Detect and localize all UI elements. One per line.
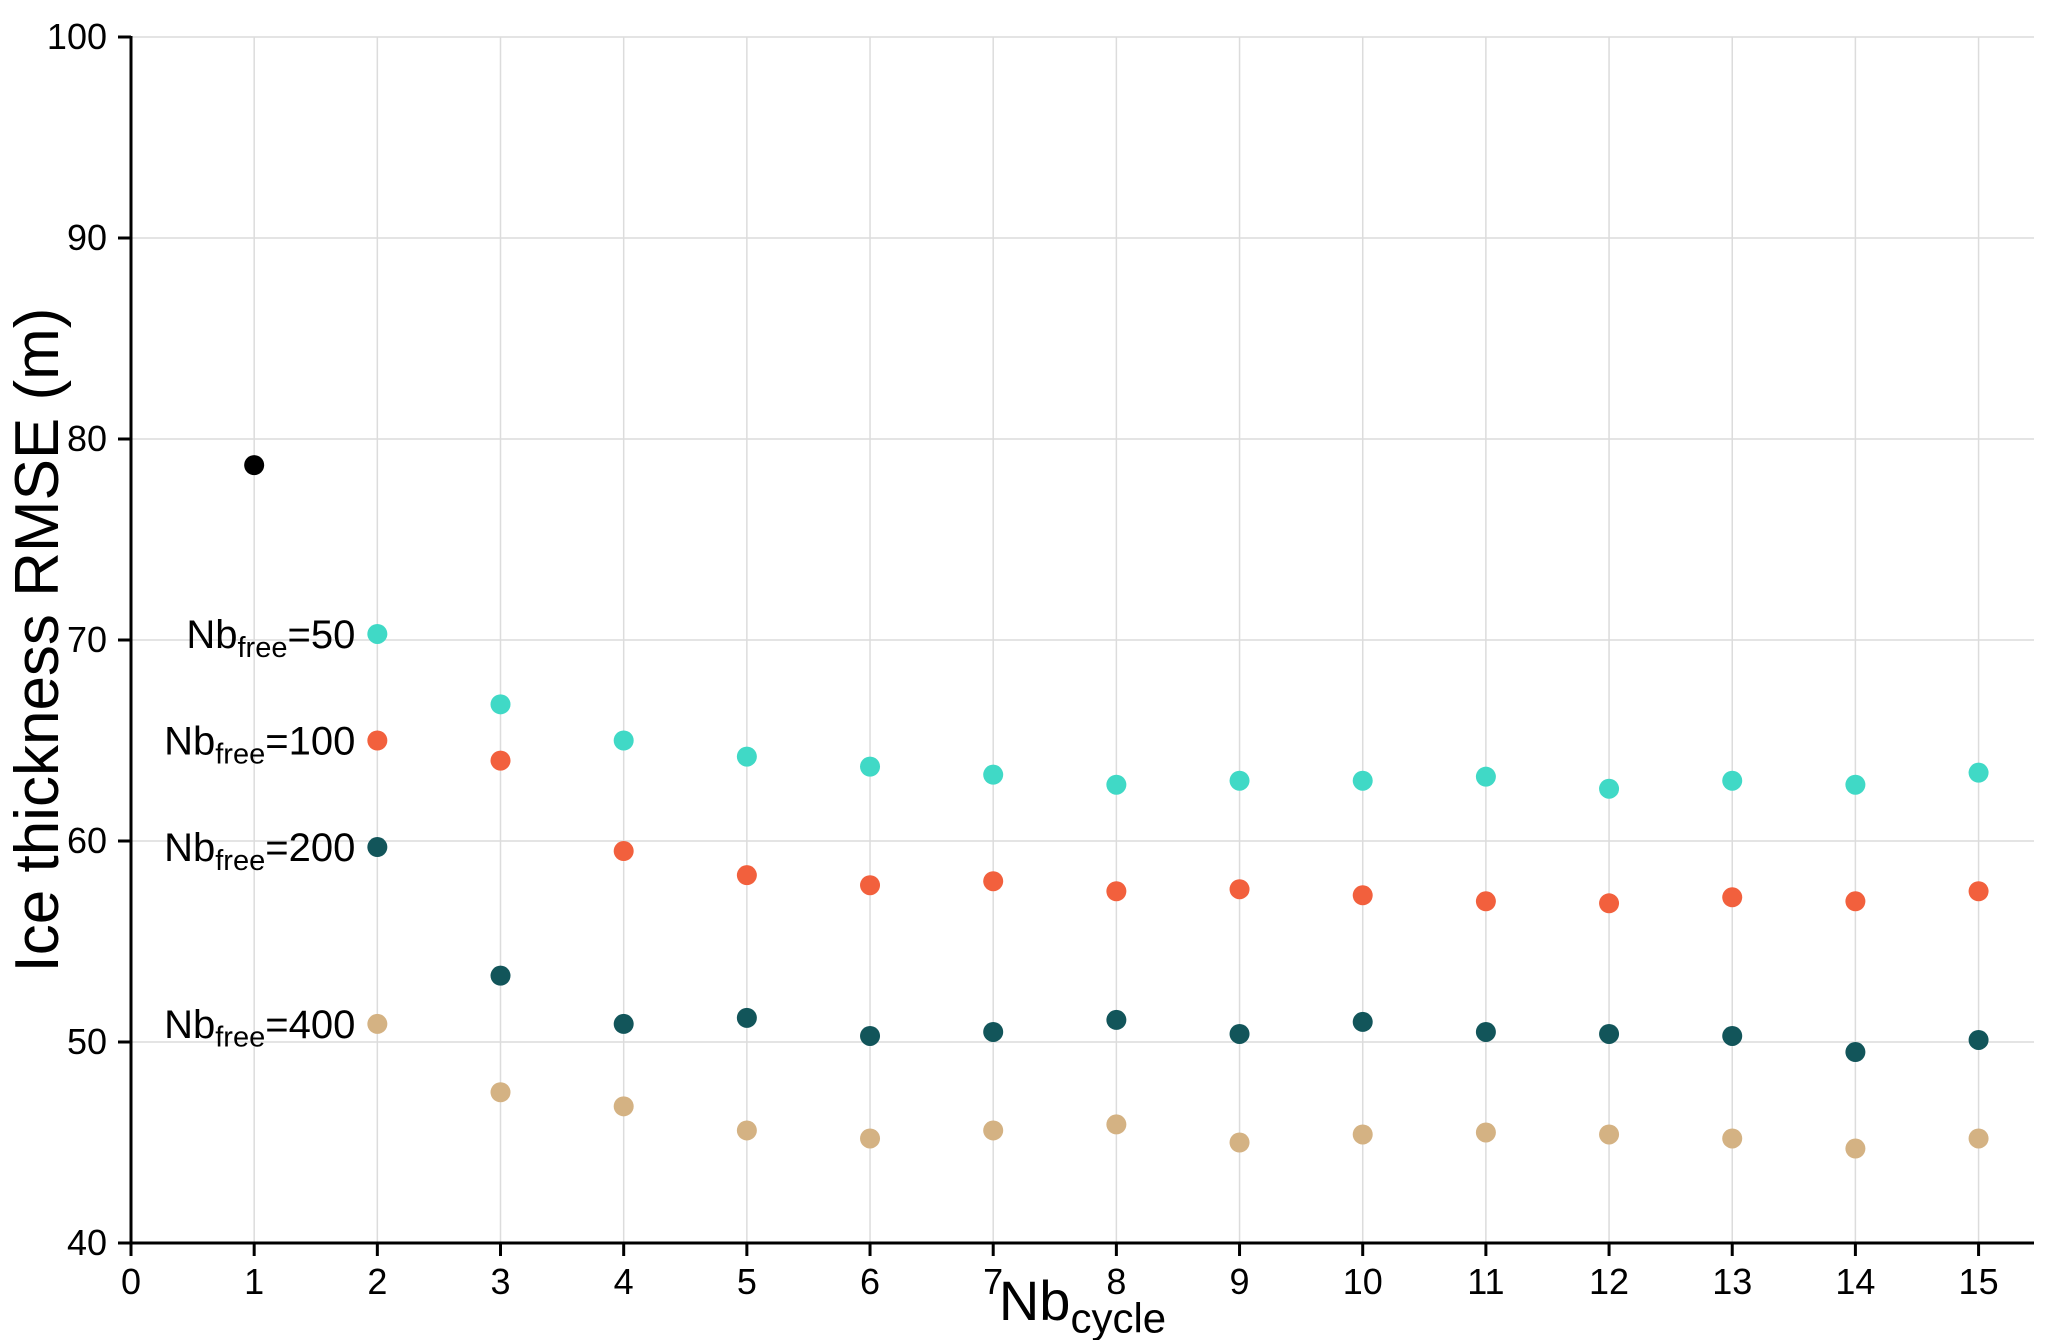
data-point xyxy=(1475,766,1496,787)
data-point xyxy=(983,1120,1004,1141)
x-tick-label: 11 xyxy=(1467,1261,1504,1302)
data-point xyxy=(1968,1128,1989,1149)
data-point xyxy=(490,750,511,771)
x-axis-label: Nbcycle xyxy=(999,1269,1166,1340)
x-tick-label: 7 xyxy=(983,1261,1003,1302)
data-point xyxy=(1722,1025,1743,1046)
data-point xyxy=(736,865,757,886)
data-point xyxy=(490,1082,511,1103)
data-point xyxy=(1968,1029,1989,1050)
data-point xyxy=(1845,774,1866,795)
y-tick-label: 50 xyxy=(67,1021,107,1062)
x-tick-label: 8 xyxy=(1106,1261,1126,1302)
data-point xyxy=(1722,770,1743,791)
data-point xyxy=(860,1025,881,1046)
data-point xyxy=(860,756,881,777)
data-point xyxy=(983,1021,1004,1042)
x-tick-label: 2 xyxy=(367,1261,387,1302)
data-point xyxy=(1599,893,1620,914)
data-point xyxy=(1845,891,1866,912)
x-tick-label: 4 xyxy=(614,1261,634,1302)
series-label: Nbfree=100 xyxy=(164,720,355,771)
data-point xyxy=(1722,887,1743,908)
data-point xyxy=(1106,774,1127,795)
x-tick-label: 13 xyxy=(1712,1261,1752,1302)
x-tick-label: 14 xyxy=(1835,1261,1875,1302)
x-tick-label: 15 xyxy=(1959,1261,1999,1302)
data-point xyxy=(613,730,634,751)
data-point xyxy=(1229,770,1250,791)
x-tick-label: 12 xyxy=(1589,1261,1629,1302)
data-point xyxy=(1968,762,1989,783)
data-point xyxy=(736,1007,757,1028)
data-point xyxy=(1229,879,1250,900)
data-point xyxy=(1599,1124,1620,1145)
data-point xyxy=(1475,891,1496,912)
data-point xyxy=(1845,1138,1866,1159)
data-point xyxy=(1352,885,1373,906)
data-point xyxy=(1475,1021,1496,1042)
data-point xyxy=(613,841,634,862)
data-point xyxy=(367,837,388,858)
series-Nbfree-50 xyxy=(367,623,1989,799)
data-point xyxy=(367,730,388,751)
data-point xyxy=(983,871,1004,892)
series-single-point xyxy=(244,455,265,476)
data-point xyxy=(1722,1128,1743,1149)
x-tick-labels: 0 1 2 3 4 5 6 7 8 9 10 11 12 13 14 15 xyxy=(121,1261,1999,1302)
y-tick-label: 70 xyxy=(67,619,107,660)
data-point xyxy=(613,1096,634,1117)
x-tick-label: 5 xyxy=(737,1261,757,1302)
series-label: Nbfree=200 xyxy=(164,826,355,877)
y-tick-label: 60 xyxy=(67,820,107,861)
data-point xyxy=(244,455,265,476)
x-tick-label: 6 xyxy=(860,1261,880,1302)
y-tick-labels: 40 50 60 70 80 90 100 xyxy=(47,16,107,1263)
data-point xyxy=(1968,881,1989,902)
data-point xyxy=(1106,881,1127,902)
x-tick-label: 10 xyxy=(1343,1261,1383,1302)
data-point xyxy=(860,1128,881,1149)
data-point xyxy=(1106,1114,1127,1135)
data-point xyxy=(860,875,881,896)
data-point xyxy=(1845,1042,1866,1063)
x-tick-label: 3 xyxy=(490,1261,510,1302)
tick-marks xyxy=(118,35,1981,1256)
x-tick-label: 9 xyxy=(1230,1261,1250,1302)
x-tick-label: 1 xyxy=(244,1261,264,1302)
data-point xyxy=(1229,1023,1250,1044)
series-Nbfree-400 xyxy=(367,1013,1989,1159)
y-tick-label: 40 xyxy=(67,1222,107,1263)
y-axis-label: Ice thickness RMSE (m) xyxy=(3,308,72,973)
series-label: Nbfree=400 xyxy=(164,1003,355,1054)
series-annotations: Nbfree=50 Nbfree=100 Nbfree=200 Nbfree=400 xyxy=(164,613,355,1054)
data-point xyxy=(367,623,388,644)
data-point xyxy=(490,965,511,986)
series-label: Nbfree=50 xyxy=(186,613,355,664)
y-tick-label: 80 xyxy=(67,418,107,459)
data-point xyxy=(736,1120,757,1141)
data-point xyxy=(1229,1132,1250,1153)
data-point xyxy=(1106,1009,1127,1030)
data-point xyxy=(1352,770,1373,791)
y-tick-label: 90 xyxy=(67,217,107,258)
data-point xyxy=(613,1013,634,1034)
data-point xyxy=(1352,1011,1373,1032)
data-point xyxy=(1599,778,1620,799)
data-point xyxy=(736,746,757,767)
data-point xyxy=(983,764,1004,785)
y-tick-label: 100 xyxy=(47,16,107,57)
data-point xyxy=(490,694,511,715)
data-point xyxy=(1352,1124,1373,1145)
series-Nbfree-200 xyxy=(367,837,1989,1063)
series-Nbfree-100 xyxy=(367,730,1989,914)
x-tick-label: 0 xyxy=(121,1261,141,1302)
data-point xyxy=(1599,1023,1620,1044)
data-point xyxy=(367,1013,388,1034)
data-point xyxy=(1475,1122,1496,1143)
